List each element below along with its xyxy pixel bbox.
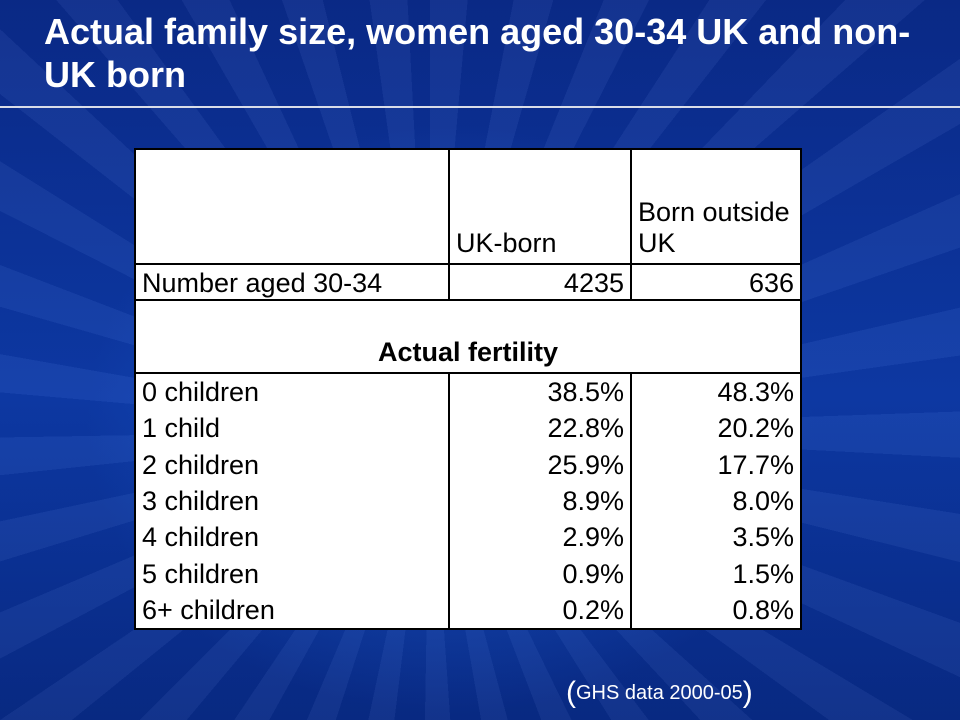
count-uk-born: 4235 xyxy=(448,262,632,302)
row-born-outside-uk: 20.2% xyxy=(630,410,802,447)
row-label: 4 children xyxy=(134,519,450,556)
row-label: 1 child xyxy=(134,410,450,447)
row-uk-born: 2.9% xyxy=(448,519,632,556)
source-text: GHS data 2000-05 xyxy=(576,682,743,704)
header-empty-cell xyxy=(134,148,450,265)
header-uk-born: UK-born xyxy=(448,148,632,265)
row-born-outside-uk: 1.5% xyxy=(630,555,802,592)
row-born-outside-uk: 8.0% xyxy=(630,482,802,520)
header-born-outside-uk: Born outside UK xyxy=(630,148,802,265)
row-born-outside-uk: 3.5% xyxy=(630,519,802,556)
row-uk-born: 8.9% xyxy=(448,482,632,520)
source-open-paren: ( xyxy=(566,676,576,709)
family-size-table: UK-born Born outside UK Number aged 30-3… xyxy=(134,148,802,631)
count-row: Number aged 30-34 4235 636 xyxy=(134,262,802,302)
row-label: 2 children xyxy=(134,446,450,483)
table-row: 6+ children 0.2% 0.8% xyxy=(134,591,802,631)
section-label: Actual fertility xyxy=(134,299,802,374)
table-row: 0 children 38.5% 48.3% xyxy=(134,371,802,411)
title-divider xyxy=(0,106,960,108)
row-born-outside-uk: 0.8% xyxy=(630,591,802,631)
row-label: 6+ children xyxy=(134,591,450,631)
table-row: 4 children 2.9% 3.5% xyxy=(134,519,802,556)
row-uk-born: 0.9% xyxy=(448,555,632,592)
table-row: 2 children 25.9% 17.7% xyxy=(134,446,802,483)
table-header-row: UK-born Born outside UK xyxy=(134,148,802,265)
table-row: 1 child 22.8% 20.2% xyxy=(134,410,802,447)
row-label: 5 children xyxy=(134,555,450,592)
table-row: 5 children 0.9% 1.5% xyxy=(134,555,802,592)
table-row: 3 children 8.9% 8.0% xyxy=(134,482,802,520)
row-uk-born: 25.9% xyxy=(448,446,632,483)
row-born-outside-uk: 17.7% xyxy=(630,446,802,483)
row-born-outside-uk: 48.3% xyxy=(630,371,802,411)
source-note: (GHS data 2000-05) xyxy=(566,676,753,710)
slide-title: Actual family size, women aged 30-34 UK … xyxy=(44,11,911,95)
count-born-outside-uk: 636 xyxy=(630,262,802,302)
row-uk-born: 22.8% xyxy=(448,410,632,447)
count-label: Number aged 30-34 xyxy=(134,262,450,302)
row-label: 0 children xyxy=(134,371,450,411)
row-uk-born: 38.5% xyxy=(448,371,632,411)
section-row: Actual fertility xyxy=(134,299,802,374)
row-uk-born: 0.2% xyxy=(448,591,632,631)
source-close-paren: ) xyxy=(742,676,753,709)
row-label: 3 children xyxy=(134,482,450,520)
